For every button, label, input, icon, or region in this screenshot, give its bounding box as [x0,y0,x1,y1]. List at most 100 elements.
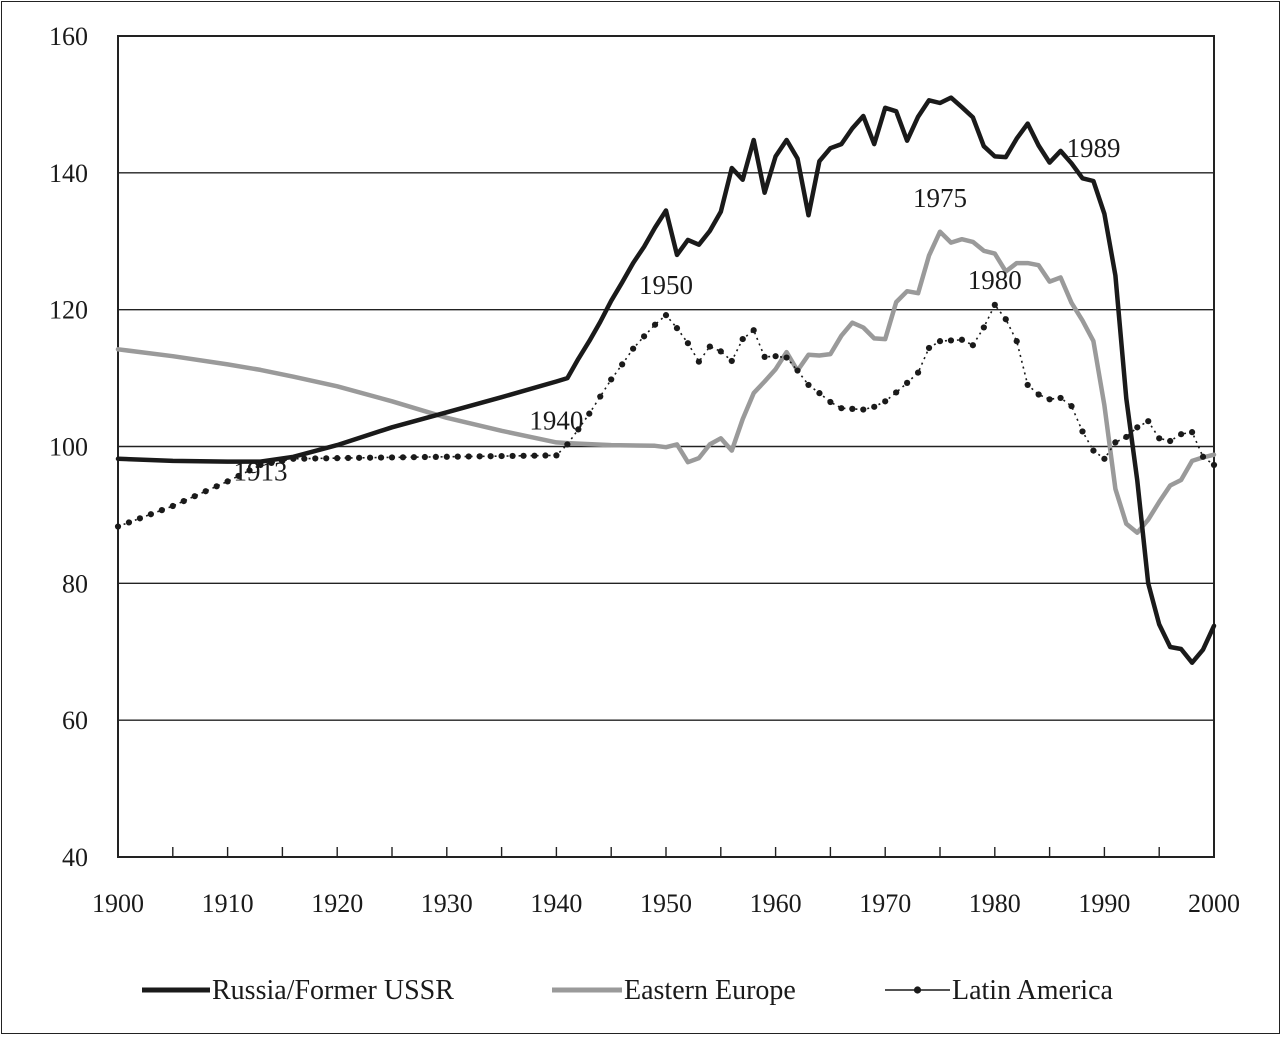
data-point [312,455,319,462]
data-point [136,515,144,522]
data-point [1145,418,1152,425]
y-tick-label: 80 [62,569,88,598]
data-point [520,452,527,459]
data-point [827,398,834,406]
data-point [158,507,165,514]
series-line [115,229,1217,535]
series-lines [114,95,1218,665]
data-point [980,324,987,331]
data-point [564,441,571,448]
data-point [476,453,483,460]
data-point [750,327,757,334]
x-tick-label: 1940 [530,889,582,918]
data-point [575,426,582,433]
data-point [180,497,187,505]
data-point [860,406,867,413]
data-point [432,453,439,460]
data-point [1156,435,1163,442]
series-line [117,304,1215,528]
y-tick-label: 40 [62,843,88,872]
data-point [1188,429,1196,436]
annotations: 1913 1940 1950 1975 1980 1989 [233,133,1120,487]
data-point [805,381,812,389]
axes: 1900 1910 1920 1930 1940 1950 1960 1970 1980 1990… [49,22,1240,918]
data-point [542,452,549,459]
data-point [356,454,363,461]
data-point [904,379,911,386]
data-point [399,454,407,461]
data-point [202,488,209,495]
data-point [487,453,494,460]
x-tick-label: 1960 [750,889,802,918]
data-point [673,325,681,332]
data-point [498,452,505,460]
data-point [323,455,330,462]
data-point [235,472,242,480]
data-point [794,367,801,374]
data-point [531,452,538,459]
series-2 [114,301,1218,530]
x-tick-label: 1900 [92,889,144,918]
data-point [377,454,385,461]
data-point [410,454,418,461]
data-point [1199,453,1207,460]
data-point [246,467,253,474]
data-point [1068,403,1075,410]
data-point [662,312,670,319]
y-tick-label: 160 [49,22,88,51]
data-point [849,405,856,412]
data-point [443,453,450,460]
series-1 [115,229,1217,535]
series-line [115,95,1217,665]
data-point [838,405,845,412]
data-point [783,354,790,361]
legend-label: Eastern Europe [624,975,796,1006]
data-point [1090,447,1097,454]
annotation-label: 1913 [233,457,287,487]
data-point [597,393,604,400]
data-point [630,345,637,352]
data-point [1013,338,1020,345]
data-point [947,337,955,344]
legend-marker [913,986,922,994]
data-point [465,453,472,460]
data-point [925,344,933,352]
legend-item: Russia/Former USSR [142,975,454,1006]
data-point [608,376,615,383]
y-tick-label: 100 [49,433,88,462]
data-point [169,502,176,510]
data-point [619,361,626,368]
annotation-label: 1989 [1066,133,1120,163]
y-tick-label: 120 [49,296,88,325]
data-point [454,453,461,460]
data-point [1057,394,1064,402]
y-tick-label: 60 [62,706,88,735]
data-point [1101,455,1108,462]
data-point [772,353,779,360]
data-point [991,301,998,308]
data-point [958,336,966,343]
data-point [651,321,659,328]
data-point [816,390,823,397]
data-point [1024,381,1031,389]
data-point [695,358,702,365]
data-point [553,452,560,459]
legend-item: Eastern Europe [552,975,796,1006]
x-tick-label: 1950 [640,889,692,918]
data-point [706,343,713,350]
data-point [1002,316,1009,323]
data-point [1123,433,1130,441]
data-point [893,389,900,396]
data-point [1210,461,1218,469]
data-point [345,454,352,462]
data-point [388,454,396,461]
data-point [1134,424,1141,431]
x-tick-label: 1930 [421,889,473,918]
data-point [191,493,198,500]
series-0 [115,95,1217,665]
data-point [224,478,231,485]
data-point [728,357,735,365]
legend: Russia/Former USSR Eastern Europe Latin Am… [142,975,1114,1006]
data-point [1167,437,1174,445]
